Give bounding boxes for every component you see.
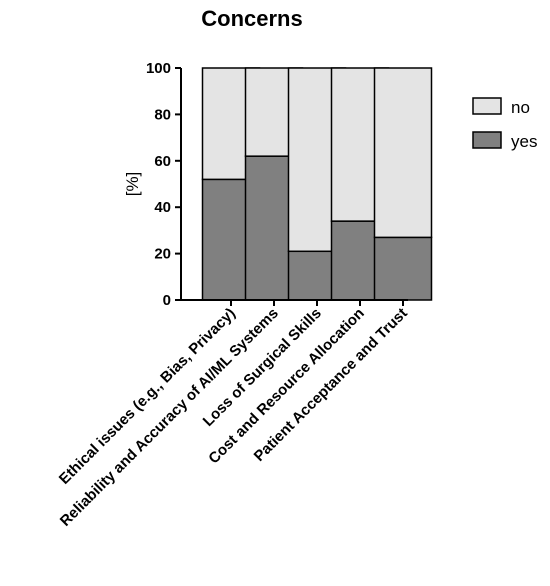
bars-group: [201, 67, 433, 301]
y-tick-label-100: 100: [146, 60, 171, 77]
x-tick-label-4: Cost and Resource Allocation: [205, 305, 368, 468]
y-tick-label-0: 0: [163, 292, 171, 309]
y-tick-label-20: 20: [154, 246, 171, 263]
y-tick-label-80: 80: [154, 106, 171, 123]
bar-no-5: [373, 67, 433, 239]
legend-swatch-no: [472, 97, 502, 115]
legend-label-yes: yes: [511, 132, 537, 151]
y-tick-label-60: 60: [154, 153, 171, 170]
y-tick-label-40: 40: [154, 199, 171, 216]
bar-yes-5: [373, 236, 433, 301]
legend-label-no: no: [511, 98, 530, 117]
chart-title: Concerns: [201, 6, 302, 31]
legend: no yes: [472, 97, 537, 151]
legend-swatch-yes: [472, 131, 502, 149]
y-axis-label: [%]: [123, 172, 142, 197]
